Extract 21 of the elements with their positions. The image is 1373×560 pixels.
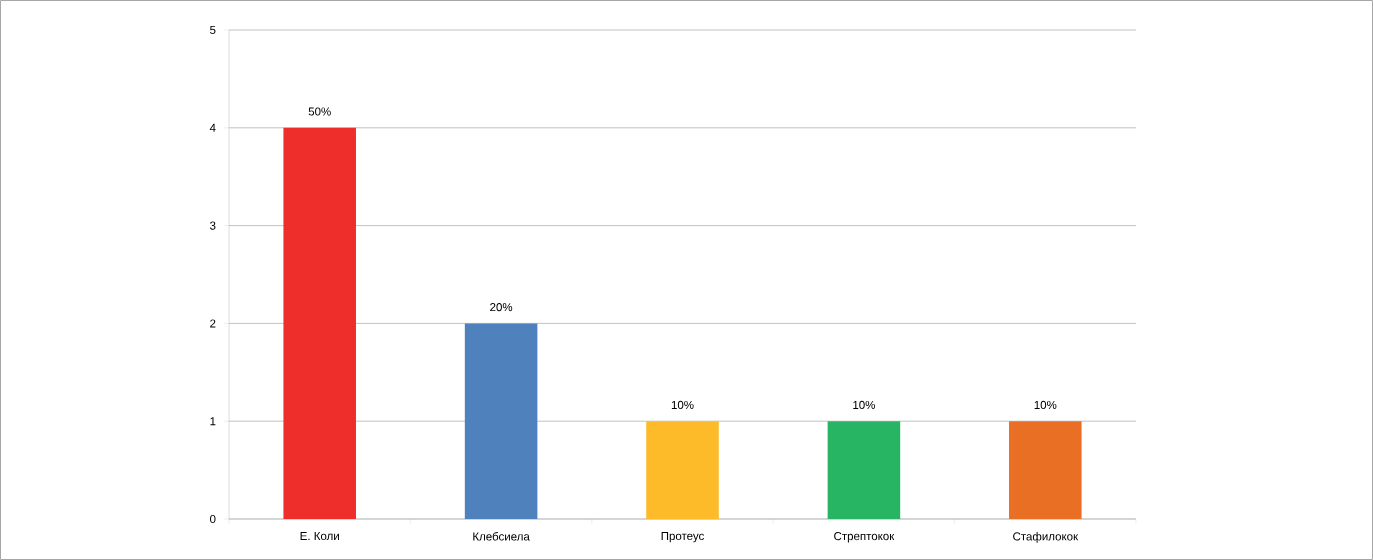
x-tick-label: Протеус <box>661 532 705 543</box>
annotation: 50% <box>308 107 331 116</box>
bar <box>646 421 719 519</box>
x-tick-label: Стрептокок <box>834 532 895 543</box>
annotation: 20% <box>490 303 513 312</box>
y-tick-label: 5 <box>210 25 216 35</box>
y-tick-label: 2 <box>210 319 216 328</box>
x-tick-label: Стафилокок <box>1013 532 1079 543</box>
bar <box>1009 421 1082 519</box>
y-tick-label: 0 <box>210 514 216 524</box>
bar <box>464 323 538 519</box>
y-tick-label: 1 <box>210 417 216 426</box>
annotation: 10% <box>671 400 694 409</box>
annotation: 10% <box>853 400 875 409</box>
x-tick-label: Клебсиела <box>473 532 530 541</box>
annotation: 10% <box>1034 400 1057 409</box>
y-tick-label: 4 <box>209 123 216 132</box>
y-tick-label: 3 <box>210 221 216 230</box>
x-tick-label: Е. Коли <box>300 532 339 541</box>
bar <box>827 421 901 519</box>
bar <box>283 127 356 519</box>
